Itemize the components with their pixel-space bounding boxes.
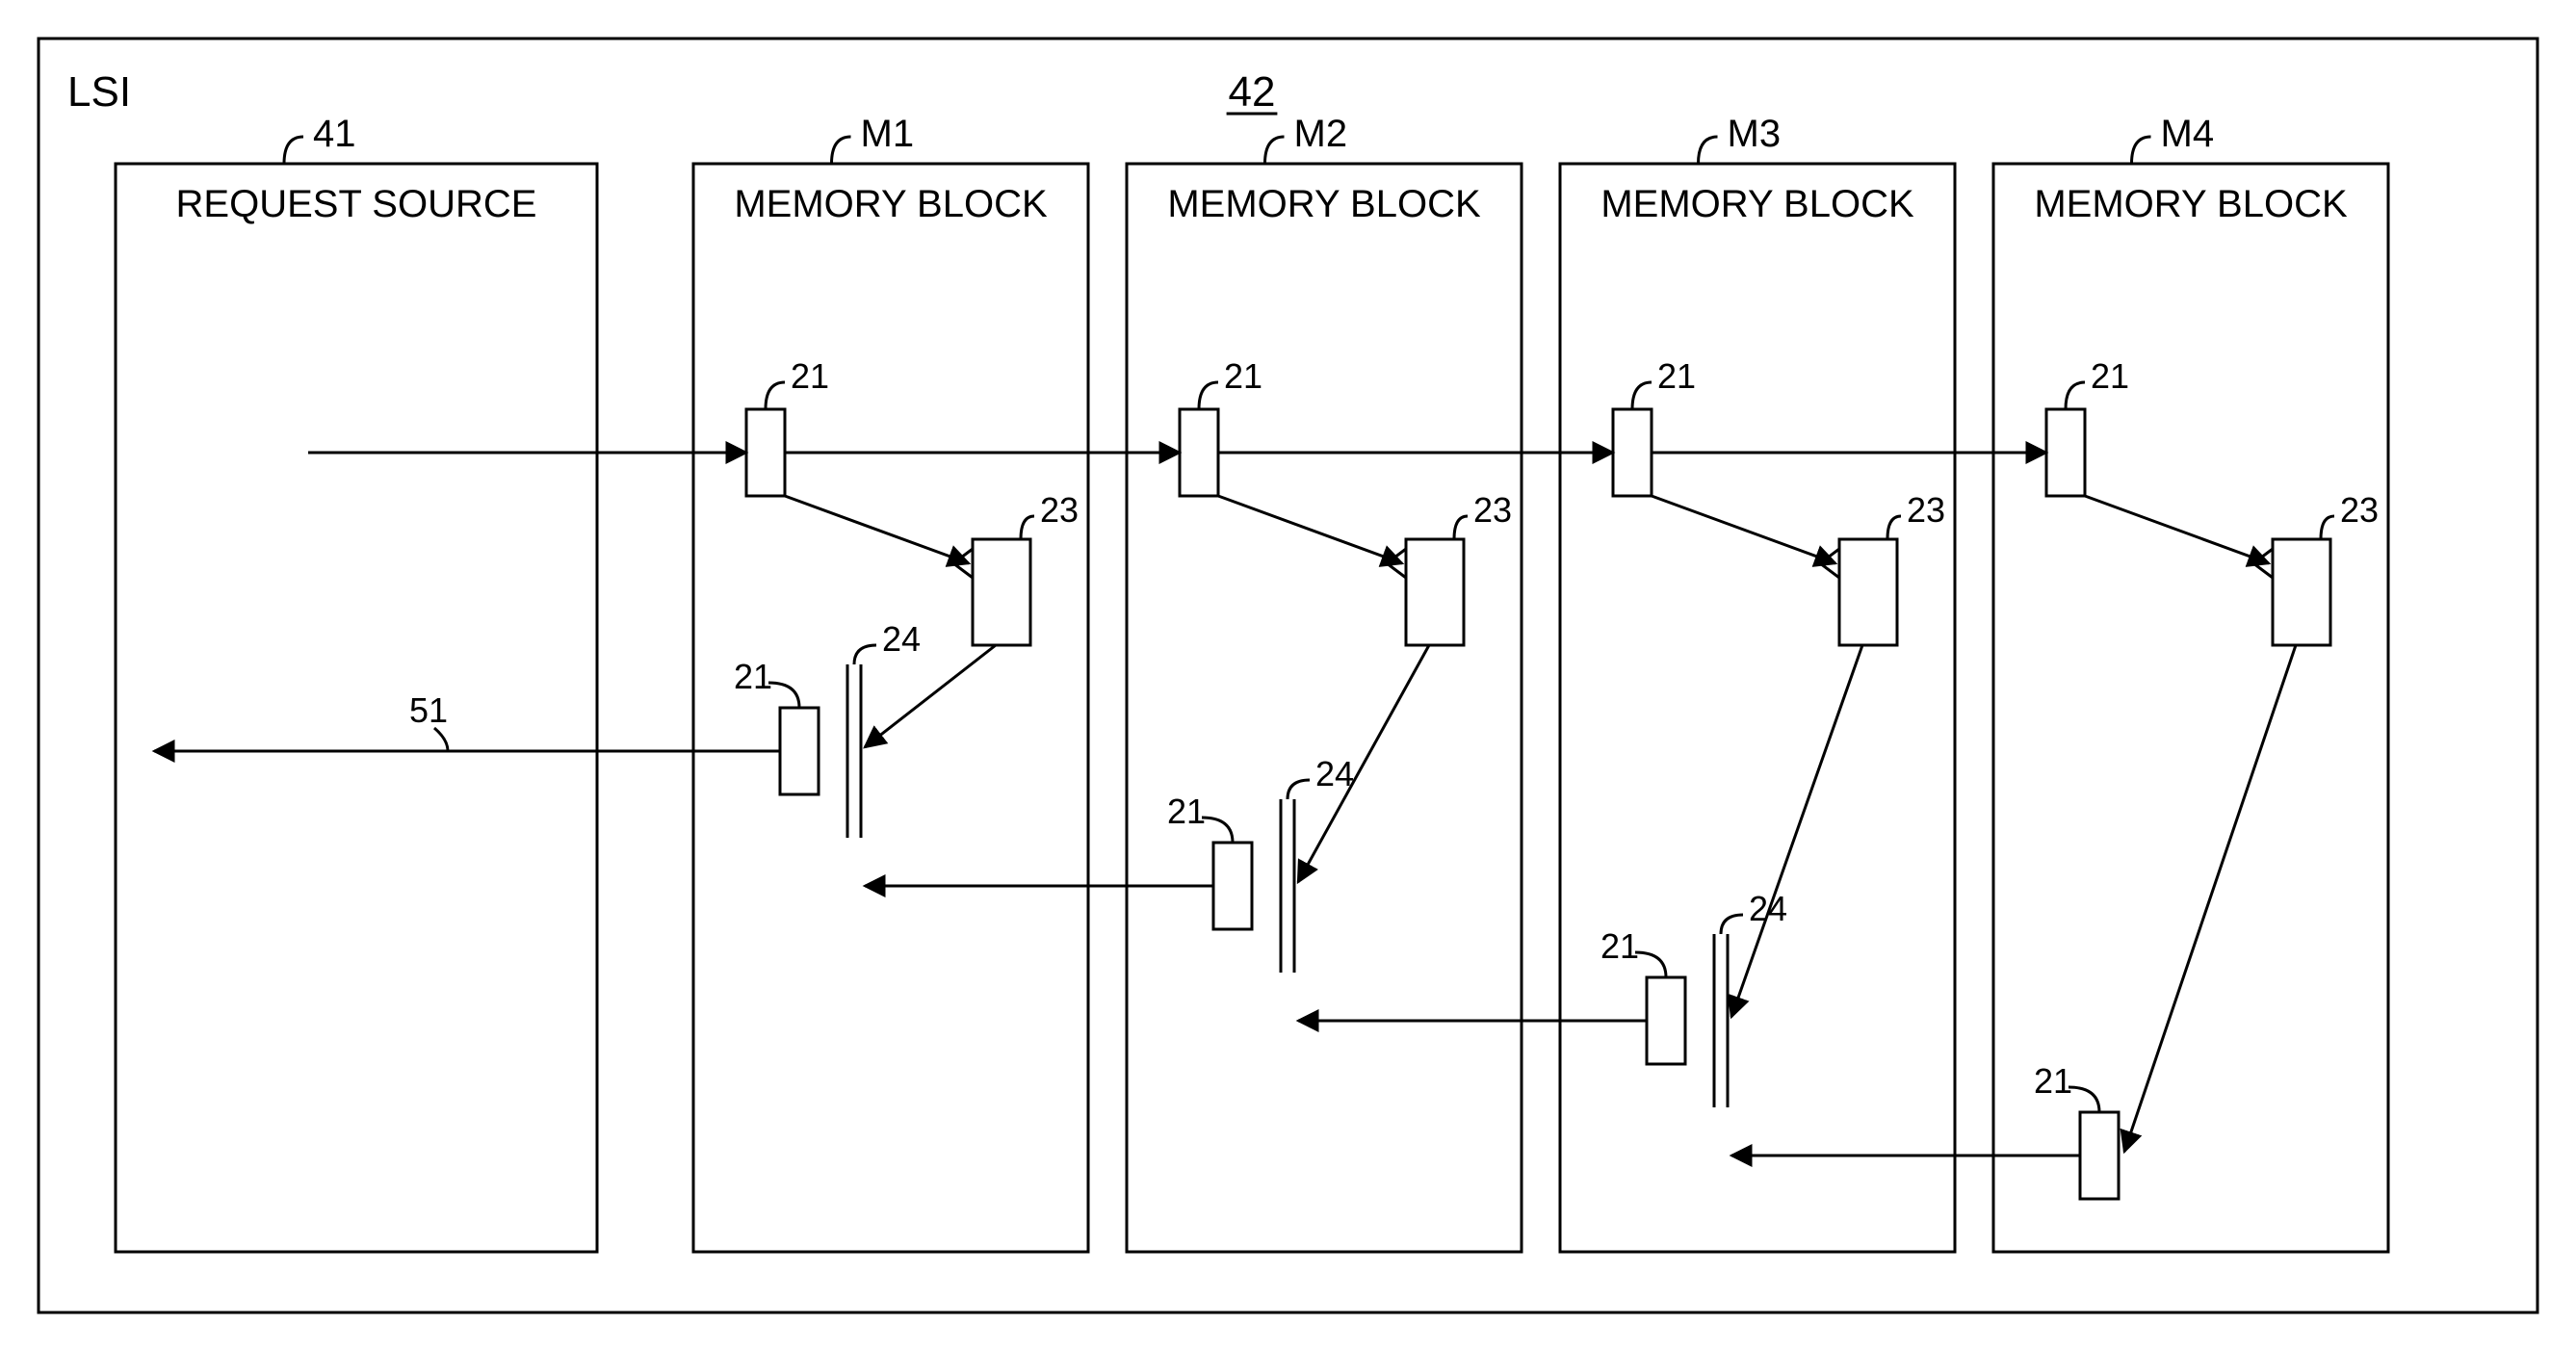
- ref-42: 42: [1229, 68, 1276, 116]
- in-latch-2: [1613, 409, 1652, 496]
- out-latch-2: [1647, 977, 1685, 1064]
- block-tag-M1: M1: [861, 113, 915, 155]
- merge-label-0: 24: [882, 619, 921, 659]
- mem-to-merge-2: [1731, 645, 1862, 1017]
- block-M3: [1560, 164, 1955, 1252]
- out-latch-label-3: 21: [2034, 1061, 2072, 1101]
- mem-unit-label-1: 23: [1473, 490, 1512, 530]
- block-title-M1: MEMORY BLOCK: [734, 183, 1048, 225]
- to-mem-arrow-2: [1652, 496, 1835, 563]
- to-mem-arrow-3: [2085, 496, 2269, 563]
- out-latch-label-0: 21: [734, 657, 772, 696]
- merge-label-2: 24: [1749, 889, 1787, 928]
- out-latch-3: [2080, 1112, 2119, 1199]
- in-latch-0: [746, 409, 785, 496]
- merge-label-1: 24: [1315, 754, 1354, 793]
- block-B0: [116, 164, 597, 1252]
- to-mem-arrow-0: [785, 496, 969, 563]
- in-latch-label-0: 21: [791, 356, 829, 396]
- mem-to-merge-0: [865, 645, 996, 747]
- block-M1: [693, 164, 1088, 1252]
- label-51: 51: [409, 690, 448, 730]
- block-tag-B0: 41: [313, 113, 356, 155]
- mem-unit-0: [973, 539, 1030, 645]
- mem-unit-label-0: 23: [1040, 490, 1079, 530]
- mem-unit-1: [1406, 539, 1464, 645]
- to-mem-arrow-1: [1218, 496, 1402, 563]
- in-latch-3: [2046, 409, 2085, 496]
- mem-unit-3: [2273, 539, 2330, 645]
- block-tag-M2: M2: [1294, 113, 1348, 155]
- out-latch-label-2: 21: [1600, 926, 1639, 966]
- block-tag-M4: M4: [2161, 113, 2215, 155]
- in-latch-1: [1180, 409, 1218, 496]
- block-title-M3: MEMORY BLOCK: [1600, 183, 1914, 225]
- mem-unit-label-3: 23: [2340, 490, 2379, 530]
- block-M2: [1127, 164, 1522, 1252]
- in-latch-label-3: 21: [2091, 356, 2129, 396]
- lsi-label: LSI: [67, 68, 131, 116]
- mem-unit-2: [1839, 539, 1897, 645]
- mem-unit-label-2: 23: [1907, 490, 1945, 530]
- lsi-outer-box: [39, 39, 2537, 1312]
- out-latch-0: [780, 708, 819, 794]
- in-latch-label-1: 21: [1224, 356, 1262, 396]
- block-title-M2: MEMORY BLOCK: [1167, 183, 1481, 225]
- in-latch-label-2: 21: [1657, 356, 1696, 396]
- lsi-block-diagram: LSI 42 REQUEST SOURCE 41 MEMORY BLOCK M1 MEMOR…: [0, 0, 2576, 1351]
- mem-to-merge-3: [2124, 645, 2296, 1152]
- out-latch-label-1: 21: [1167, 792, 1206, 831]
- block-title-M4: MEMORY BLOCK: [2034, 183, 2348, 225]
- out-latch-1: [1213, 843, 1252, 929]
- block-title-B0: REQUEST SOURCE: [176, 183, 537, 225]
- block-tag-M3: M3: [1728, 113, 1782, 155]
